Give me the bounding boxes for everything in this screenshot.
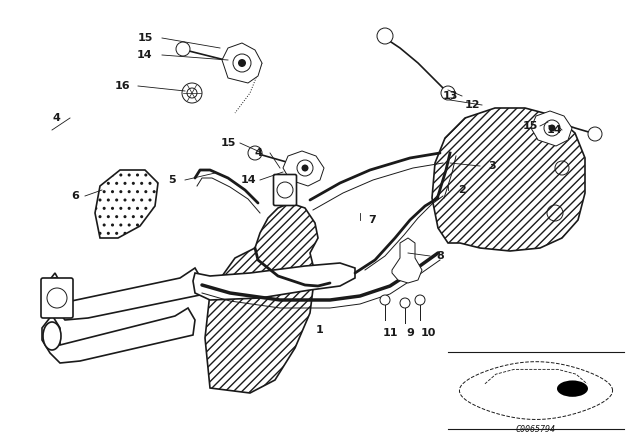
Text: C0065794: C0065794 <box>516 425 556 434</box>
Text: 13: 13 <box>442 91 458 101</box>
Circle shape <box>380 295 390 305</box>
Polygon shape <box>531 111 572 146</box>
Circle shape <box>182 83 202 103</box>
Circle shape <box>588 127 602 141</box>
Polygon shape <box>45 268 202 320</box>
Polygon shape <box>392 238 422 283</box>
Text: 8: 8 <box>436 251 444 261</box>
Text: 6: 6 <box>71 191 79 201</box>
Text: 15: 15 <box>220 138 236 148</box>
Circle shape <box>557 380 588 397</box>
Circle shape <box>187 88 197 98</box>
Circle shape <box>548 125 556 132</box>
Text: 15: 15 <box>138 33 153 43</box>
Text: 4: 4 <box>254 148 262 158</box>
Polygon shape <box>95 170 158 238</box>
FancyBboxPatch shape <box>273 175 296 206</box>
Circle shape <box>415 295 425 305</box>
Text: 9: 9 <box>406 328 414 338</box>
Text: 5: 5 <box>168 175 176 185</box>
Text: 1: 1 <box>316 325 324 335</box>
Polygon shape <box>432 108 585 251</box>
Polygon shape <box>205 203 318 393</box>
Text: 16: 16 <box>114 81 130 91</box>
Circle shape <box>441 86 455 100</box>
Ellipse shape <box>46 278 64 308</box>
FancyBboxPatch shape <box>41 278 73 318</box>
Polygon shape <box>193 263 355 300</box>
Text: 2: 2 <box>458 185 466 195</box>
Circle shape <box>248 146 262 160</box>
Ellipse shape <box>43 322 61 350</box>
Circle shape <box>301 164 308 172</box>
Text: 14: 14 <box>547 125 563 135</box>
Circle shape <box>377 28 393 44</box>
Text: 7: 7 <box>368 215 376 225</box>
Text: 12: 12 <box>464 100 480 110</box>
Circle shape <box>400 298 410 308</box>
Text: 10: 10 <box>420 328 436 338</box>
Circle shape <box>238 59 246 67</box>
Text: 11: 11 <box>382 328 397 338</box>
Polygon shape <box>42 308 195 363</box>
Polygon shape <box>222 43 262 83</box>
Text: 14: 14 <box>240 175 256 185</box>
Text: 15: 15 <box>522 121 538 131</box>
Polygon shape <box>283 151 324 186</box>
Text: 14: 14 <box>137 50 153 60</box>
Text: 4: 4 <box>52 113 60 123</box>
Text: 3: 3 <box>488 161 496 171</box>
Circle shape <box>176 42 190 56</box>
